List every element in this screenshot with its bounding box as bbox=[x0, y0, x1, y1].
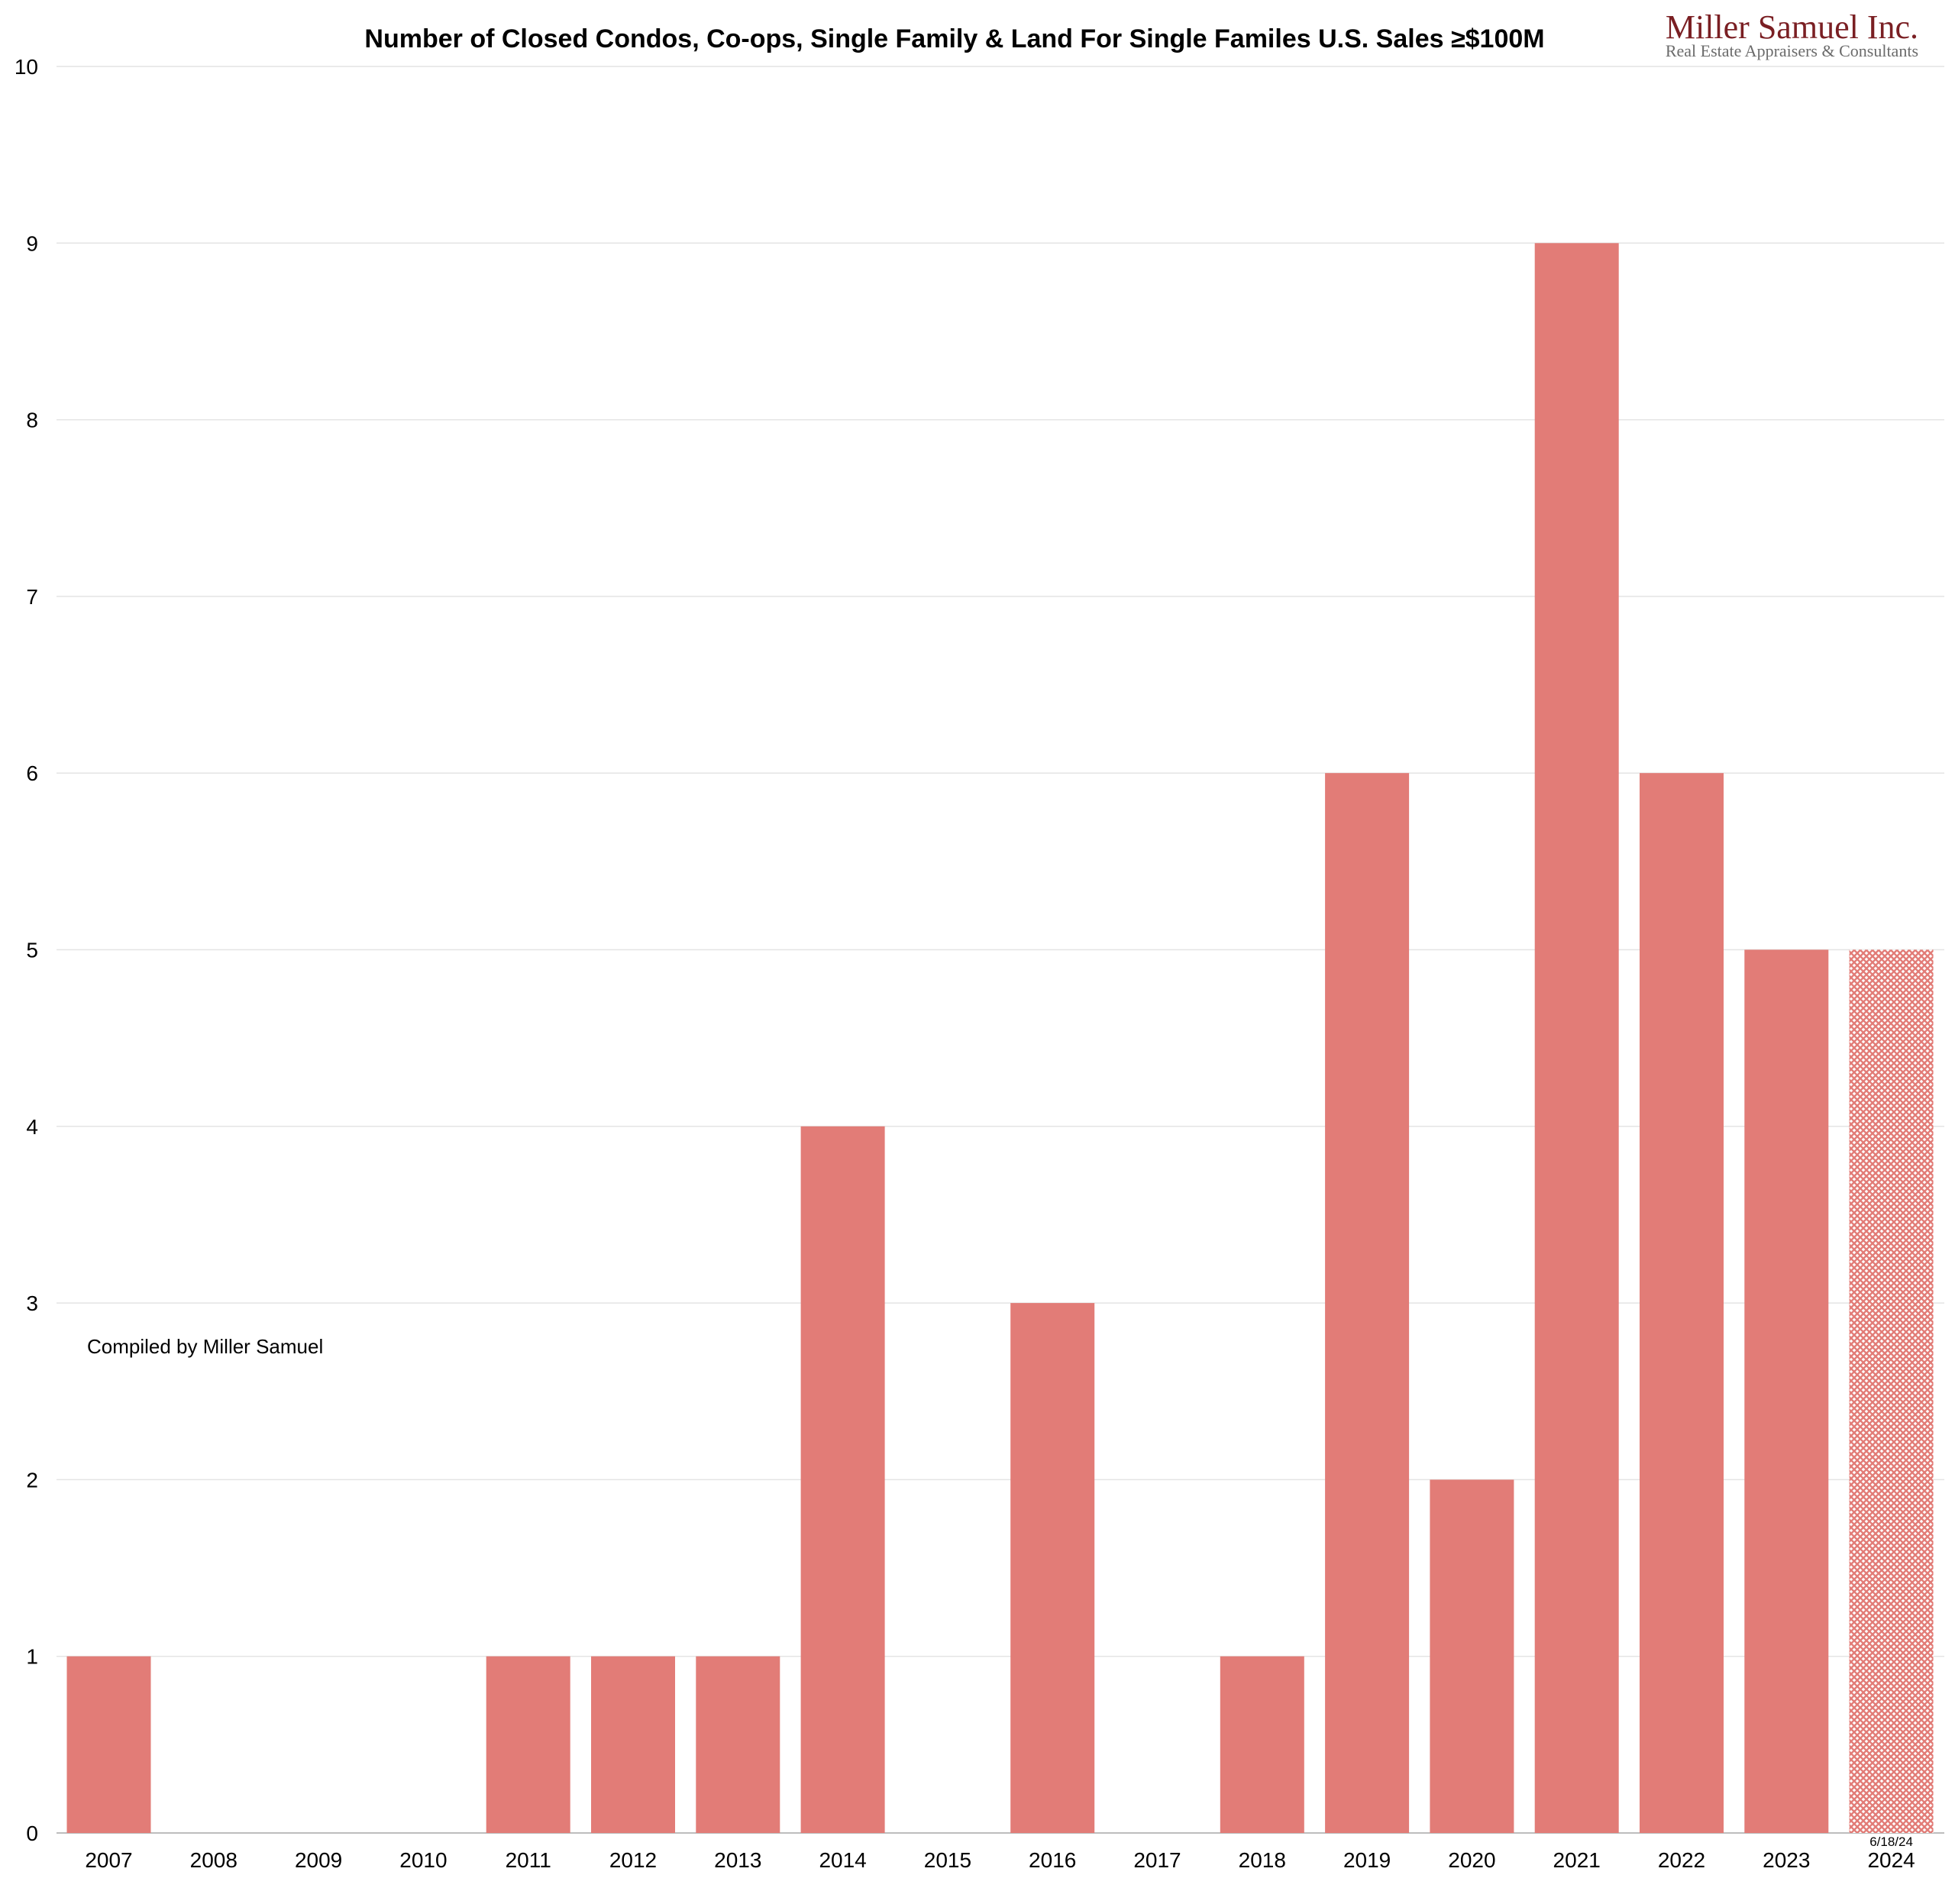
bar-2012 bbox=[591, 1656, 675, 1833]
x-tick-label: 2022 bbox=[1658, 1848, 1705, 1872]
bar-2022 bbox=[1640, 773, 1724, 1834]
bar-2016 bbox=[1010, 1303, 1095, 1833]
x-tick-label: 2024 bbox=[1867, 1848, 1915, 1872]
y-tick-label: 8 bbox=[26, 409, 38, 432]
source-note: Compiled by Miller Samuel bbox=[87, 1335, 323, 1358]
x-tick-label: 2009 bbox=[295, 1848, 342, 1872]
x-tick-label: 2019 bbox=[1343, 1848, 1391, 1872]
x-axis-ticks: 2007 2008 2009 2010 2011 2012 2013 2014 2015 2016… bbox=[85, 1848, 1915, 1872]
bar-2023 bbox=[1744, 949, 1829, 1833]
y-tick-label: 6 bbox=[26, 761, 38, 785]
bar-2011 bbox=[486, 1656, 570, 1833]
brand-logo: Miller Samuel Inc. Real Estate Appraiser… bbox=[1666, 8, 1918, 60]
x-tick-label: 2013 bbox=[714, 1848, 761, 1872]
y-tick-label: 9 bbox=[26, 231, 38, 255]
y-tick-label: 3 bbox=[26, 1291, 38, 1315]
bar-2007 bbox=[66, 1656, 151, 1833]
x-tick-label: 2010 bbox=[399, 1848, 447, 1872]
x-tick-label: 2017 bbox=[1133, 1848, 1181, 1872]
bar-2013 bbox=[696, 1656, 780, 1833]
y-tick-label: 0 bbox=[26, 1822, 38, 1845]
x-tick-label: 2018 bbox=[1239, 1848, 1286, 1872]
bar-2014 bbox=[800, 1126, 885, 1833]
bars bbox=[66, 243, 1934, 1834]
y-tick-label: 2 bbox=[26, 1468, 38, 1492]
x-tick-label: 2015 bbox=[924, 1848, 971, 1872]
brand-tagline: Real Estate Appraisers & Consultants bbox=[1666, 41, 1918, 60]
bar-2020 bbox=[1430, 1479, 1514, 1833]
x-tick-label: 2020 bbox=[1448, 1848, 1495, 1872]
x-tick-label: 2021 bbox=[1553, 1848, 1601, 1872]
y-axis-ticks: 0 1 2 3 4 5 6 7 8 9 10 bbox=[15, 55, 38, 1845]
bar-2018 bbox=[1220, 1656, 1304, 1833]
x-tick-label: 2008 bbox=[190, 1848, 238, 1872]
bar-2024 bbox=[1849, 949, 1934, 1833]
x-tick-label: 2016 bbox=[1029, 1848, 1076, 1872]
brand-name: Miller Samuel Inc. bbox=[1666, 8, 1918, 46]
chart-title: Number of Closed Condos, Co-ops, Single … bbox=[364, 24, 1544, 53]
y-tick-label: 1 bbox=[26, 1645, 38, 1669]
x-tick-label: 2023 bbox=[1763, 1848, 1810, 1872]
y-tick-label: 4 bbox=[26, 1115, 38, 1139]
bar-2021 bbox=[1534, 243, 1619, 1833]
partial-year-label: 6/18/24 bbox=[1869, 1834, 1913, 1849]
x-tick-label: 2011 bbox=[506, 1848, 551, 1872]
x-tick-label: 2012 bbox=[609, 1848, 657, 1872]
x-tick-label: 2014 bbox=[819, 1848, 866, 1872]
gridlines bbox=[57, 66, 1944, 1834]
bar-2019 bbox=[1325, 773, 1410, 1834]
y-tick-label: 10 bbox=[15, 55, 38, 79]
x-tick-label: 2007 bbox=[85, 1848, 132, 1872]
y-tick-label: 5 bbox=[26, 939, 38, 962]
y-tick-label: 7 bbox=[26, 585, 38, 609]
